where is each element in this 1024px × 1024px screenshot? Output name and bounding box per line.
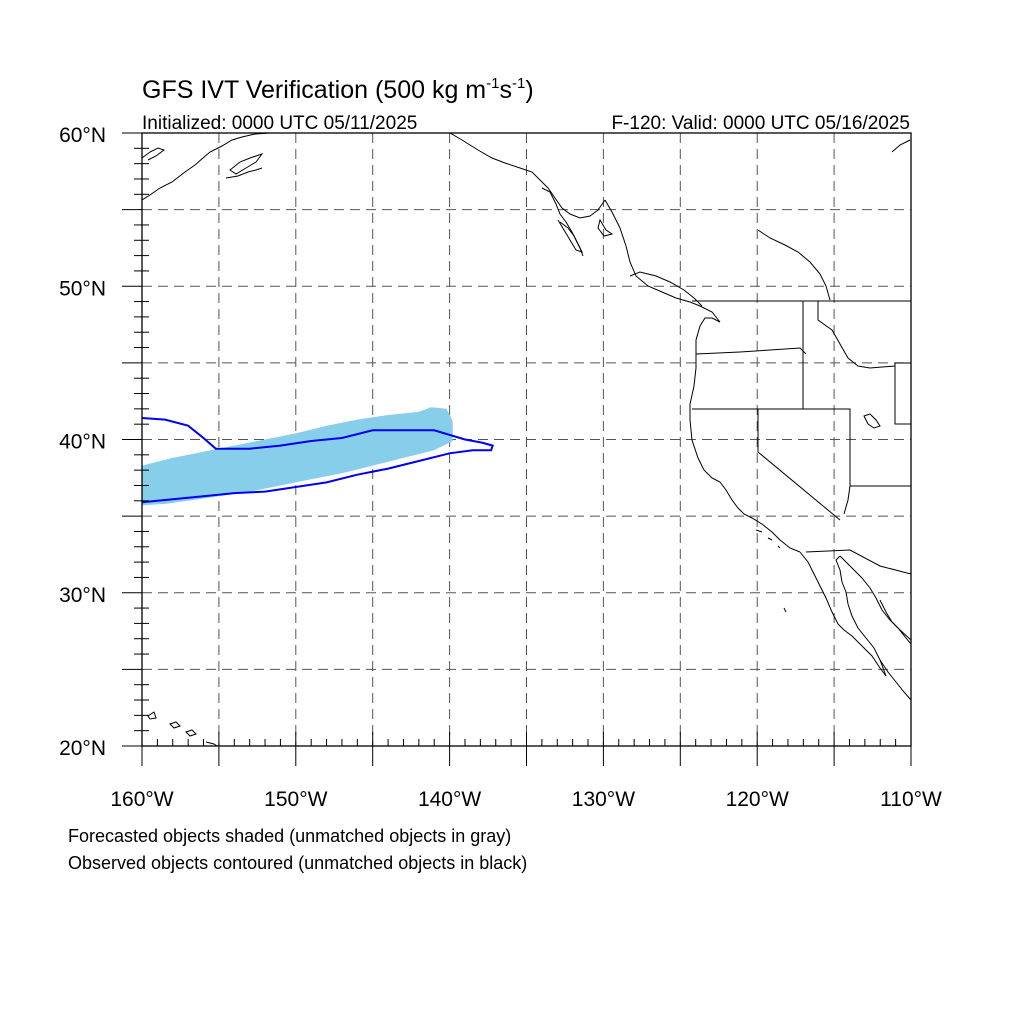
lon-tick-label: 150°W [264, 788, 327, 811]
longitude-labels: 160°W 150°W 140°W 130°W 120°W 110°W [110, 788, 942, 811]
valid-time-label: F-120: Valid: 0000 UTC 05/16/2025 [611, 113, 910, 134]
observed-ivt-object [142, 417, 494, 504]
lat-lon-grid [142, 133, 911, 746]
map-title: GFS IVT Verification (500 kg m-1s-1) [142, 75, 534, 104]
lat-tick-label: 20°N [59, 737, 106, 760]
lon-tick-label: 130°W [572, 788, 635, 811]
lat-tick-label: 50°N [59, 277, 106, 300]
lon-tick-label: 110°W [880, 788, 942, 811]
axis-ticks [122, 132, 912, 766]
lon-tick-label: 120°W [726, 788, 789, 811]
lon-tick-label: 140°W [418, 788, 481, 811]
latitude-labels: 20°N 30°N 40°N 50°N 60°N [59, 124, 106, 760]
observed-note: Observed objects contoured (unmatched ob… [68, 853, 528, 873]
lat-tick-label: 40°N [59, 431, 106, 454]
lat-tick-label: 60°N [59, 124, 106, 147]
forecast-note: Forecasted objects shaded (unmatched obj… [68, 826, 512, 846]
lon-tick-label: 160°W [110, 788, 173, 811]
init-time-label: Initialized: 0000 UTC 05/11/2025 [142, 113, 417, 134]
lat-tick-label: 30°N [59, 584, 106, 607]
coastlines-and-borders [142, 133, 911, 746]
forecast-ivt-object [142, 407, 453, 506]
